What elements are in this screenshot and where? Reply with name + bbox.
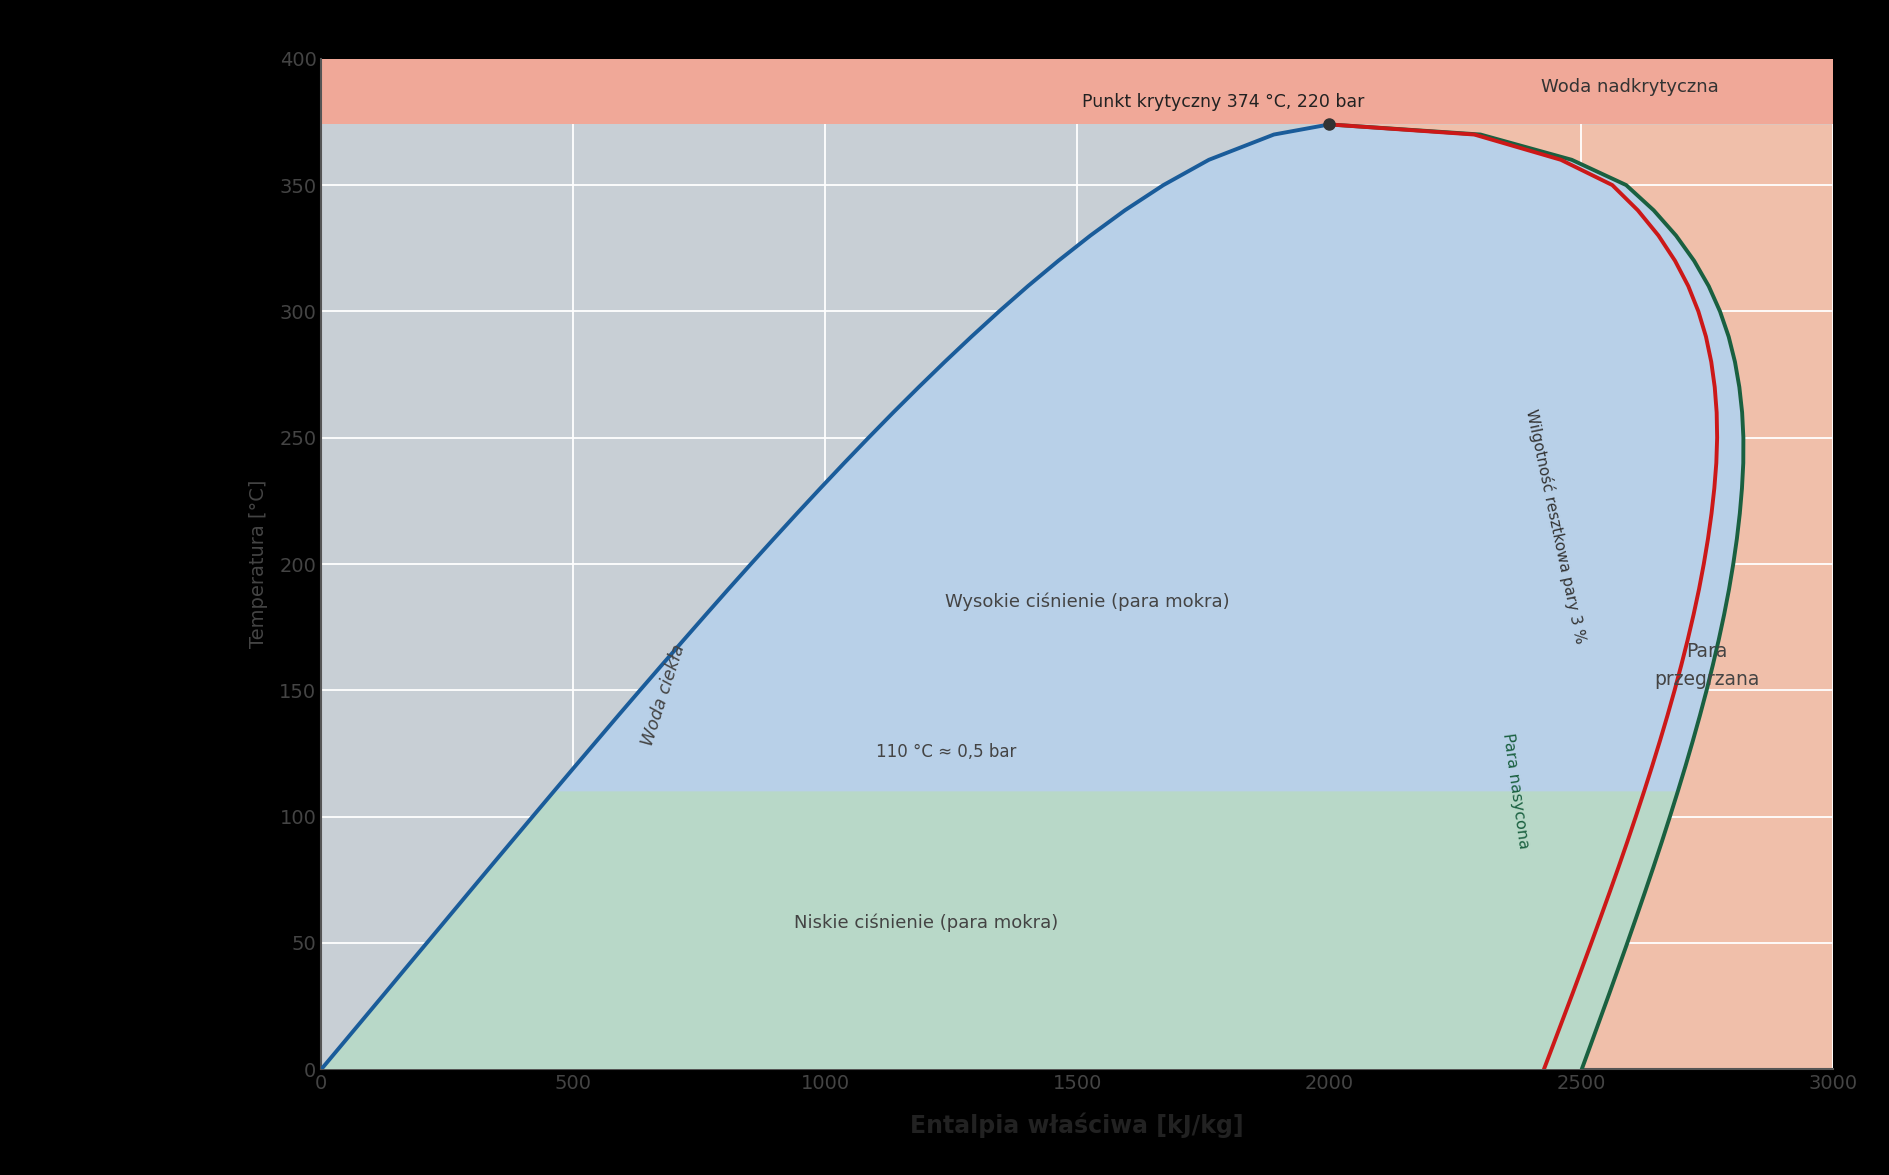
Polygon shape (1328, 125, 1832, 1069)
Text: 110 °C ≈ 0,5 bar: 110 °C ≈ 0,5 bar (875, 743, 1016, 761)
Text: Woda nadkrytyczna: Woda nadkrytyczna (1540, 78, 1717, 95)
Text: Woda ciekła: Woda ciekła (638, 643, 689, 748)
Text: Punkt krytyczny 374 °C, 220 bar: Punkt krytyczny 374 °C, 220 bar (1082, 93, 1364, 110)
Text: Wilgotność resztkowa pary 3 %: Wilgotność resztkowa pary 3 % (1523, 408, 1589, 645)
Text: Niskie ciśnienie (para mokra): Niskie ciśnienie (para mokra) (793, 913, 1058, 932)
X-axis label: Entalpia właściwa [kJ/kg]: Entalpia właściwa [kJ/kg] (910, 1113, 1243, 1139)
Polygon shape (321, 792, 1677, 1069)
Text: Para nasycona: Para nasycona (1500, 732, 1530, 851)
Polygon shape (321, 125, 1742, 1069)
Text: Para
przegrzana: Para przegrzana (1653, 642, 1759, 689)
Text: Wysokie ciśnienie (para mokra): Wysokie ciśnienie (para mokra) (944, 592, 1230, 611)
Polygon shape (321, 59, 1832, 125)
Y-axis label: Temperatura [°C]: Temperatura [°C] (249, 479, 268, 649)
